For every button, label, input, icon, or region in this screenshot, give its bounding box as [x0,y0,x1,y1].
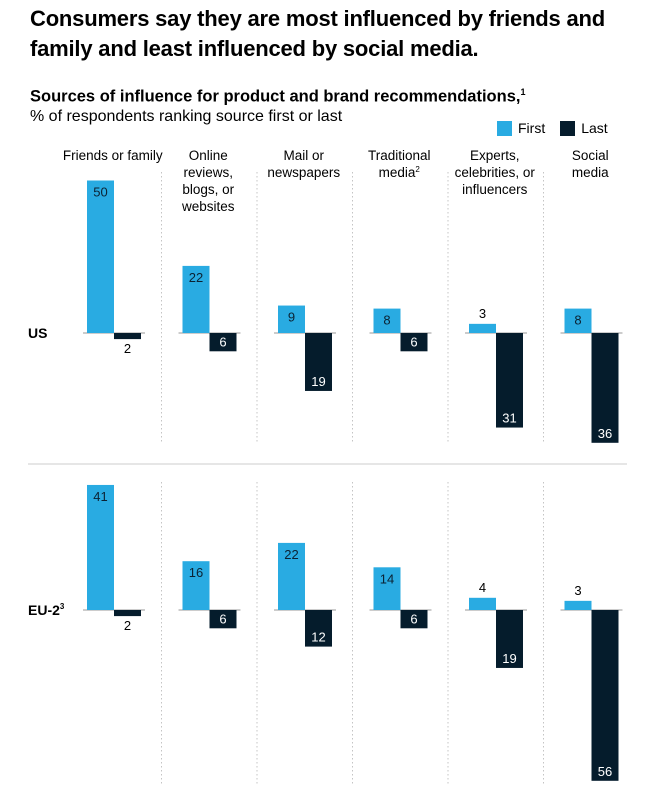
bar-last [400,610,428,629]
data-label-last: 6 [219,611,226,626]
data-label-last: 19 [311,374,325,389]
legend: First Last [497,119,623,137]
data-label-last: 31 [502,411,516,426]
legend-item-last: Last [560,120,608,136]
data-label-first: 3 [479,306,486,321]
data-label-first: 9 [288,310,295,325]
chart-title-footnote: 1 [520,87,526,97]
data-label-first: 41 [93,489,107,504]
bar-first [87,484,114,610]
data-label-first: 22 [284,547,298,562]
chart-title-text: Sources of influence for product and bra… [30,87,521,106]
legend-label-last: Last [581,120,608,136]
bar-first [182,265,210,333]
bar-last [591,333,619,443]
data-label-last: 6 [410,334,417,349]
data-label-first: 3 [574,583,581,598]
chart-headline: Consumers say they are most influenced b… [30,6,606,61]
data-label-last: 19 [502,651,516,666]
data-label-last: 6 [410,611,417,626]
bar-first [564,600,592,610]
category-label: Traditional media2 [368,148,431,180]
category-label: Social media [572,148,609,180]
data-label-last: 12 [311,630,325,645]
category-label: Mail or newspapers [267,148,340,180]
data-label-last: 36 [598,426,612,441]
data-label-first: 4 [479,580,486,595]
bar-last [400,333,428,352]
data-label-last: 56 [598,764,612,779]
bar-first [469,323,496,333]
data-label-first: 22 [189,270,203,285]
bar-last [496,610,523,668]
bar-first [564,308,592,333]
region-label: EU-23 [28,602,65,618]
data-label-last: 6 [219,334,226,349]
bar-last [114,610,141,617]
bar-last [591,610,619,781]
category-label: Friends or family [63,148,163,163]
region-label: US [28,325,47,341]
data-label-first: 50 [93,185,107,200]
chart-title: Sources of influence for product and bra… [30,87,526,107]
data-label-first: 14 [380,571,394,586]
data-label-first: 8 [574,313,581,328]
bar-last [305,610,332,647]
data-label-last: 2 [124,618,131,633]
bar-first [469,597,496,610]
bar-first [373,567,401,610]
bar-last [305,333,332,391]
data-label-first: 8 [383,313,390,328]
bar-last [209,333,237,352]
data-label-first: 16 [189,565,203,580]
bar-first [87,180,114,333]
category-label: Online reviews, blogs, or websites [181,148,235,214]
legend-label-first: First [518,120,546,136]
category-label: Experts, celebrities, or influencers [455,148,536,197]
bar-first [182,561,210,610]
chart-subtitle: % of respondents ranking source first or… [30,108,343,125]
bar-first [278,542,305,610]
bar-last [496,333,523,428]
bar-last [209,610,237,629]
data-label-last: 2 [124,341,131,356]
bar-first [278,305,305,333]
legend-swatch-last [560,120,576,136]
legend-item-first: First [497,120,545,136]
legend-swatch-first [497,120,512,136]
bar-last [114,333,141,340]
bar-first [373,308,401,333]
